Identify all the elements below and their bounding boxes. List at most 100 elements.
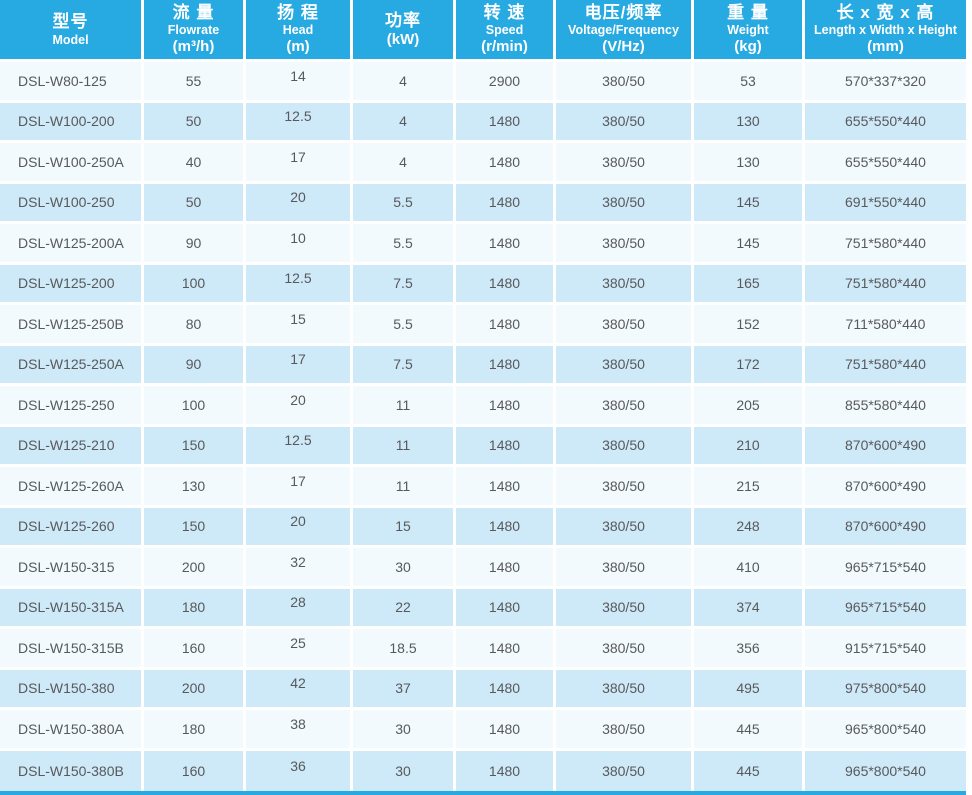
cell-flowrate: 50 [144,183,246,224]
cell-speed: 1480 [456,264,556,305]
header-label-zh: 型号 [52,12,89,32]
header-unit: (m³/h) [172,38,215,56]
bottom-rule [0,791,966,795]
cell-power: 30 [353,548,456,589]
cell-speed: 1480 [456,386,556,427]
cell-flowrate: 90 [144,345,246,386]
cell-flowrate: 180 [144,710,246,751]
cell-power: 18.5 [353,629,456,670]
cell-speed: 1480 [456,305,556,346]
cell-dimensions: 751*580*440 [805,224,966,265]
cell-voltage: 380/50 [556,507,694,548]
cell-model: DSL-W125-260 [0,507,144,548]
table-body: DSL-W80-125 55 14 4 2900 380/50 53 570*337*320 D… [0,62,966,791]
cell-head-value: 20 [290,189,306,206]
cell-voltage: 380/50 [556,710,694,751]
cell-weight: 145 [694,224,805,265]
cell-weight: 445 [694,710,805,751]
table-row: DSL-W125-210 150 12.5 11 1480 380/50 210 870*60… [0,426,966,467]
cell-model: DSL-W125-200A [0,224,144,265]
cell-flowrate: 150 [144,426,246,467]
cell-dimensions: 655*550*440 [805,102,966,143]
cell-head-value: 12.5 [284,108,312,125]
cell-weight: 172 [694,345,805,386]
cell-voltage: 380/50 [556,548,694,589]
cell-model: DSL-W125-260A [0,467,144,508]
cell-voltage: 380/50 [556,264,694,305]
cell-power: 37 [353,669,456,710]
cell-voltage: 380/50 [556,183,694,224]
cell-head: 36 [246,750,353,791]
cell-speed: 1480 [456,588,556,629]
header-label-zh: 流 量 [172,3,215,22]
header-unit: (kW) [386,30,420,48]
cell-model: DSL-W100-200 [0,102,144,143]
cell-dimensions: 965*715*540 [805,588,966,629]
cell-head: 17 [246,467,353,508]
cell-weight: 152 [694,305,805,346]
cell-weight: 445 [694,750,805,791]
cell-voltage: 380/50 [556,62,694,103]
cell-dimensions: 751*580*440 [805,345,966,386]
cell-voltage: 380/50 [556,386,694,427]
cell-head: 12.5 [246,264,353,305]
column-header-voltage: 电压/频率 Voltage/Frequency (V/Hz) [556,0,694,62]
cell-voltage: 380/50 [556,426,694,467]
cell-weight: 210 [694,426,805,467]
header-label-zh: 长 x 宽 x 高 [836,3,935,22]
cell-weight: 410 [694,548,805,589]
cell-flowrate: 160 [144,629,246,670]
cell-weight: 53 [694,62,805,103]
cell-power: 11 [353,426,456,467]
column-header-flowrate: 流 量 Flowrate (m³/h) [144,0,246,62]
cell-dimensions: 965*800*540 [805,750,966,791]
cell-power: 5.5 [353,305,456,346]
cell-head: 10 [246,224,353,265]
cell-model: DSL-W125-200 [0,264,144,305]
cell-voltage: 380/50 [556,669,694,710]
cell-dimensions: 870*600*490 [805,426,966,467]
cell-head-value: 17 [290,351,306,368]
cell-speed: 1480 [456,426,556,467]
cell-weight: 130 [694,102,805,143]
cell-voltage: 380/50 [556,345,694,386]
cell-power: 4 [353,102,456,143]
cell-head: 12.5 [246,102,353,143]
table-row: DSL-W100-250 50 20 5.5 1480 380/50 145 691*550*… [0,183,966,224]
cell-dimensions: 965*715*540 [805,548,966,589]
cell-voltage: 380/50 [556,305,694,346]
table-row: DSL-W150-380 200 42 37 1480 380/50 495 975*800*… [0,669,966,710]
cell-power: 7.5 [353,345,456,386]
cell-power: 22 [353,588,456,629]
cell-power: 5.5 [353,183,456,224]
cell-speed: 1480 [456,629,556,670]
cell-model: DSL-W125-250A [0,345,144,386]
header-unit: (mm) [867,38,904,56]
cell-model: DSL-W100-250A [0,143,144,184]
cell-head-value: 42 [290,675,306,692]
header-label-en: Voltage/Frequency [568,23,679,38]
cell-flowrate: 200 [144,548,246,589]
cell-power: 4 [353,143,456,184]
cell-flowrate: 160 [144,750,246,791]
cell-head: 20 [246,386,353,427]
cell-weight: 165 [694,264,805,305]
header-label-zh: 电压/频率 [584,3,663,22]
header-unit: (kg) [734,38,762,56]
cell-weight: 356 [694,629,805,670]
cell-speed: 1480 [456,224,556,265]
cell-power: 7.5 [353,264,456,305]
cell-power: 15 [353,507,456,548]
table-row: DSL-W125-250B 80 15 5.5 1480 380/50 152 711*580… [0,305,966,346]
cell-head: 38 [246,710,353,751]
cell-head: 17 [246,143,353,184]
cell-dimensions: 655*550*440 [805,143,966,184]
header-label-en: Weight [727,23,769,38]
cell-head-value: 38 [290,715,306,732]
column-header-dimensions: 长 x 宽 x 高 Length x Width x Height (mm) [805,0,966,62]
cell-voltage: 380/50 [556,588,694,629]
cell-voltage: 380/50 [556,224,694,265]
cell-power: 30 [353,710,456,751]
table-row: DSL-W125-260A 130 17 11 1480 380/50 215 870*600… [0,467,966,508]
